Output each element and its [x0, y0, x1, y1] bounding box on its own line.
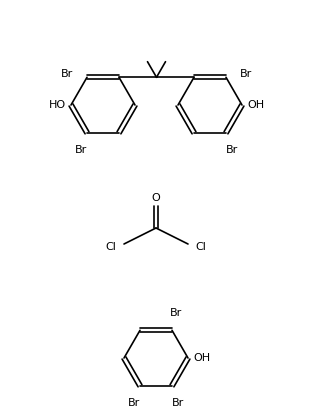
Text: Br: Br — [226, 145, 238, 155]
Text: Br: Br — [128, 398, 140, 408]
Text: Cl: Cl — [105, 242, 116, 252]
Text: OH: OH — [193, 353, 210, 363]
Text: Br: Br — [170, 308, 182, 318]
Text: Br: Br — [61, 69, 73, 79]
Text: Br: Br — [240, 69, 252, 79]
Text: Cl: Cl — [196, 242, 207, 252]
Text: HO: HO — [49, 100, 66, 110]
Text: Br: Br — [172, 398, 184, 408]
Text: Br: Br — [75, 145, 87, 155]
Text: OH: OH — [247, 100, 264, 110]
Text: O: O — [151, 193, 160, 203]
